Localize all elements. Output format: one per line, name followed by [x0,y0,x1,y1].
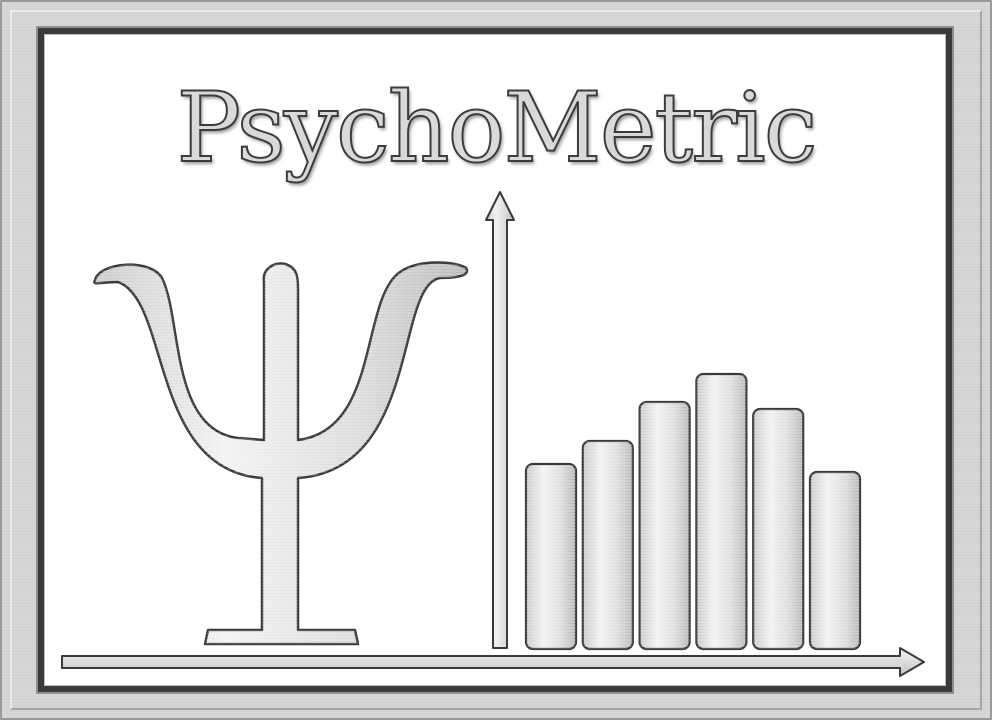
bar-group [524,372,862,651]
bar-texture-5 [753,409,804,649]
x-axis-arrow [61,647,925,677]
bar-texture-2 [582,441,633,649]
bar-texture-3 [639,402,690,649]
psi-icon [93,261,469,646]
bar-texture-4 [696,374,747,649]
frame-bevel [10,10,982,710]
y-axis-arrow [485,191,515,649]
logo-title: PsychoMetric [176,71,819,185]
bar-texture-6 [810,472,860,649]
bar-texture-1 [526,464,576,649]
